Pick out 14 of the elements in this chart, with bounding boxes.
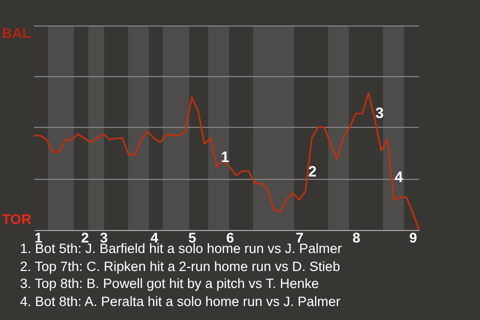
text: 4. Bot 8th: A. Peralta hit a solo home run vs J. Palmer (20, 292, 342, 310)
annotation: 4 (394, 168, 404, 186)
x-tick-label: 2 (81, 230, 90, 246)
x-tick-label: 6 (226, 230, 234, 246)
annotation: 1 (220, 149, 230, 166)
x-tick-label: 8 (352, 230, 360, 246)
x-tick-label: 9 (409, 230, 418, 246)
annotation: 2 (308, 164, 317, 181)
x-tick-label: 5 (188, 230, 196, 246)
text: 2. Top 7th: C. Ripken hit a 2-run home run vs D. Stieb (20, 258, 342, 275)
text: BAL (2, 25, 31, 41)
annotation: 3 (375, 105, 384, 122)
text: TOR (2, 211, 32, 227)
text: 3. Top 8th: B. Powell got hit by a pitch vs T. Henke (20, 275, 320, 292)
